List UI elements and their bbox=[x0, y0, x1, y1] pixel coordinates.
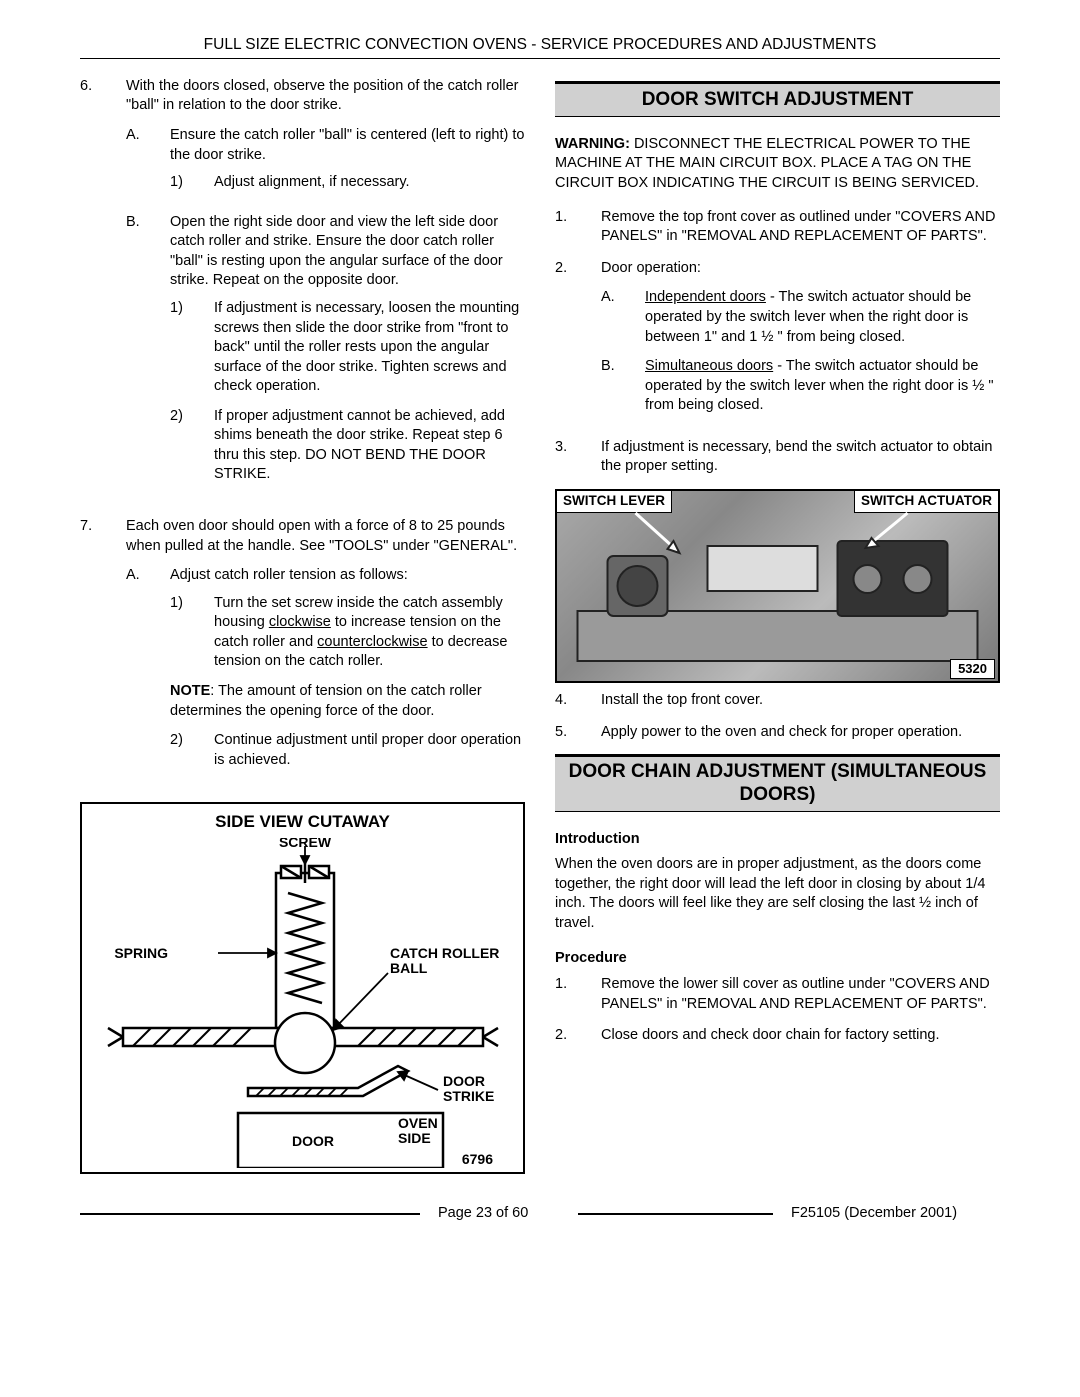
ds-item-2B: B. Simultaneous doors - The switch actua… bbox=[601, 357, 1000, 416]
ds-item-2: 2. Door operation: A. Independent doors … bbox=[555, 259, 1000, 426]
svg-text:DOORSTRIKE: DOORSTRIKE bbox=[443, 1073, 494, 1104]
footer-rule-mid bbox=[578, 1213, 773, 1215]
photo-number: 5320 bbox=[950, 659, 995, 679]
text: Remove the top front cover as outlined u… bbox=[601, 208, 1000, 247]
heading-door-chain: DOOR CHAIN ADJUSTMENT (SIMULTANEOUS DOOR… bbox=[555, 754, 1000, 812]
heading-door-switch: DOOR SWITCH ADJUSTMENT bbox=[555, 81, 1000, 117]
ds-item-5: 5. Apply power to the oven and check for… bbox=[555, 723, 1000, 743]
text: With the doors closed, observe the posit… bbox=[126, 78, 519, 114]
text: Ensure the catch roller "ball" is center… bbox=[170, 127, 524, 163]
cutaway-svg: SETSCREW SPRING CATCH ROLLERBALL DOORSTR… bbox=[98, 838, 508, 1168]
marker: 3. bbox=[555, 438, 601, 477]
text: Continue adjustment until proper door op… bbox=[214, 731, 525, 770]
page-footer: Page 23 of 60 F25105 (December 2001) bbox=[80, 1202, 1000, 1224]
list-item-7: 7. Each oven door should open with a for… bbox=[80, 517, 525, 790]
text: Adjust catch roller tension as follows: bbox=[170, 567, 408, 583]
list-item-6: 6. With the doors closed, observe the po… bbox=[80, 77, 525, 505]
text: Adjust alignment, if necessary. bbox=[214, 173, 410, 193]
marker: 2) bbox=[170, 407, 214, 485]
marker: A. bbox=[126, 126, 170, 203]
footer-rule-left bbox=[80, 1213, 420, 1215]
procedure-heading: Procedure bbox=[555, 949, 1000, 969]
marker: B. bbox=[601, 357, 645, 416]
text: Install the top front cover. bbox=[601, 691, 763, 711]
list-item-6B2: 2) If proper adjustment cannot be achiev… bbox=[170, 407, 525, 485]
ds-item-4: 4. Install the top front cover. bbox=[555, 691, 1000, 711]
list-item-7A: A. Adjust catch roller tension as follow… bbox=[126, 566, 525, 780]
ds-item-1: 1. Remove the top front cover as outline… bbox=[555, 208, 1000, 247]
text: Independent doors - The switch actuator … bbox=[645, 288, 1000, 347]
warning-label: WARNING: bbox=[555, 136, 630, 152]
footer-page-number: Page 23 of 60 bbox=[430, 1204, 536, 1224]
list-item-6B: B. Open the right side door and view the… bbox=[126, 213, 525, 495]
marker: 1. bbox=[555, 975, 601, 1014]
photo-svg bbox=[557, 491, 998, 681]
ds-item-2A: A. Independent doors - The switch actuat… bbox=[601, 288, 1000, 347]
marker: 7. bbox=[80, 517, 126, 790]
page: FULL SIZE ELECTRIC CONVECTION OVENS - SE… bbox=[0, 0, 1080, 1254]
note: NOTE: The amount of tension on the catch… bbox=[170, 682, 525, 721]
warning-paragraph: WARNING: DISCONNECT THE ELECTRICAL POWER… bbox=[555, 135, 1000, 194]
text: Apply power to the oven and check for pr… bbox=[601, 723, 962, 743]
list-item-7A2: 2) Continue adjustment until proper door… bbox=[170, 731, 525, 770]
text: If adjustment is necessary, bend the swi… bbox=[601, 438, 1000, 477]
intro-heading: Introduction bbox=[555, 830, 1000, 850]
content-columns: 6. With the doors closed, observe the po… bbox=[80, 77, 1000, 1174]
text: Open the right side door and view the le… bbox=[170, 214, 503, 289]
marker: 1) bbox=[170, 594, 214, 672]
right-column: DOOR SWITCH ADJUSTMENT WARNING: DISCONNE… bbox=[555, 77, 1000, 1174]
marker: 2. bbox=[555, 1026, 601, 1046]
text: Close doors and check door chain for fac… bbox=[601, 1026, 940, 1046]
list-item-6A1: 1) Adjust alignment, if necessary. bbox=[170, 173, 525, 193]
page-header: FULL SIZE ELECTRIC CONVECTION OVENS - SE… bbox=[80, 35, 1000, 59]
note-text: : The amount of tension on the catch rol… bbox=[170, 683, 482, 719]
left-column: 6. With the doors closed, observe the po… bbox=[80, 77, 525, 1174]
marker: 2. bbox=[555, 259, 601, 426]
switch-photo: SWITCH LEVER SWITCH ACTUATOR bbox=[555, 489, 1000, 683]
list-item-6A: A. Ensure the catch roller "ball" is cen… bbox=[126, 126, 525, 203]
svg-text:SETSCREW: SETSCREW bbox=[278, 838, 331, 850]
text: Turn the set screw inside the catch asse… bbox=[214, 594, 525, 672]
list-item-7A1: 1) Turn the set screw inside the catch a… bbox=[170, 594, 525, 672]
svg-text:6796: 6796 bbox=[461, 1151, 492, 1167]
marker: 4. bbox=[555, 691, 601, 711]
diagram-title: SIDE VIEW CUTAWAY bbox=[92, 812, 513, 832]
svg-text:DOOR: DOOR bbox=[292, 1133, 334, 1149]
list-item-6B1: 1) If adjustment is necessary, loosen th… bbox=[170, 299, 525, 397]
marker: A. bbox=[126, 566, 170, 780]
note-label: NOTE bbox=[170, 683, 210, 699]
text: Remove the lower sill cover as outline u… bbox=[601, 975, 1000, 1014]
ds-item-3: 3. If adjustment is necessary, bend the … bbox=[555, 438, 1000, 477]
svg-text:CATCH ROLLERBALL: CATCH ROLLERBALL bbox=[390, 945, 499, 976]
marker: 5. bbox=[555, 723, 601, 743]
marker: A. bbox=[601, 288, 645, 347]
intro-text: When the oven doors are in proper adjust… bbox=[555, 855, 1000, 933]
marker: 1) bbox=[170, 299, 214, 397]
text: Each oven door should open with a force … bbox=[126, 518, 517, 554]
marker: 6. bbox=[80, 77, 126, 505]
footer-doc-id: F25105 (December 2001) bbox=[783, 1204, 965, 1224]
text: Simultaneous doors - The switch actuator… bbox=[645, 357, 1000, 416]
marker: 1. bbox=[555, 208, 601, 247]
marker: 1) bbox=[170, 173, 214, 193]
side-view-diagram: SIDE VIEW CUTAWAY bbox=[80, 802, 525, 1174]
marker: 2) bbox=[170, 731, 214, 770]
text: If proper adjustment cannot be achieved,… bbox=[214, 407, 525, 485]
text: Door operation: bbox=[601, 260, 701, 276]
proc-item-1: 1. Remove the lower sill cover as outlin… bbox=[555, 975, 1000, 1014]
proc-item-2: 2. Close doors and check door chain for … bbox=[555, 1026, 1000, 1046]
marker: B. bbox=[126, 213, 170, 495]
svg-text:SPRING: SPRING bbox=[114, 945, 168, 961]
text: If adjustment is necessary, loosen the m… bbox=[214, 299, 525, 397]
